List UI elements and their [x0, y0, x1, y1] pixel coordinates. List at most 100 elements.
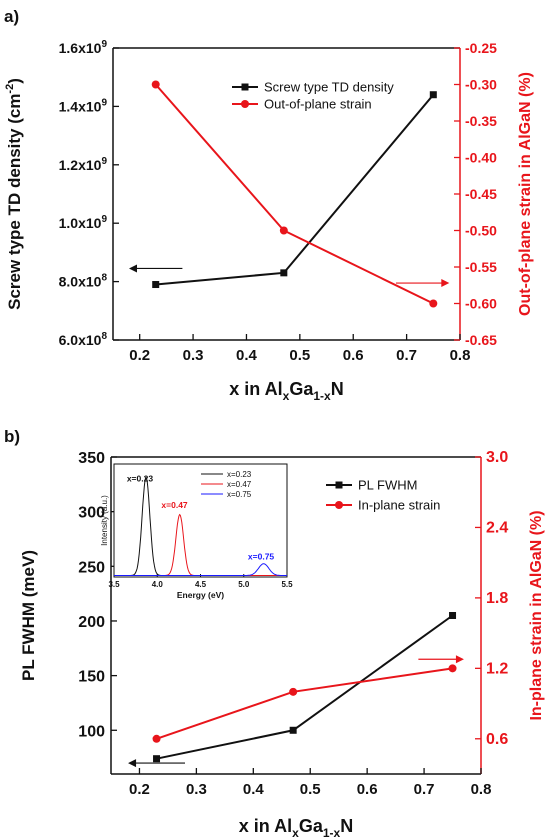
right-y-tick-label: -0.60 — [465, 296, 497, 312]
panel-label: b) — [4, 427, 20, 446]
tick-exponent: 9 — [101, 156, 107, 167]
tick-exponent: 9 — [101, 214, 107, 225]
left-y-tick-label: 100 — [78, 723, 105, 740]
inset-x-tick-label: 3.5 — [108, 580, 120, 589]
left-y-tick-label: 6.0x108 — [59, 331, 108, 348]
left-y-tick-label: 350 — [78, 450, 105, 467]
tick-mantissa: 1.4x10 — [59, 98, 102, 114]
legend-marker-circle — [241, 100, 249, 108]
x-tick-label: 0.4 — [243, 781, 265, 798]
left-y-tick-label: 1.0x109 — [59, 214, 108, 231]
right-y-tick-label: -0.35 — [465, 113, 497, 129]
right-y-tick-label: 3.0 — [486, 449, 508, 466]
x-tick-label: 0.7 — [414, 781, 435, 798]
x-tick-label: 0.5 — [300, 781, 321, 798]
right-y-tick-label: 0.6 — [486, 731, 508, 748]
y-label-text: Screw type TD density (cm — [5, 94, 24, 310]
legend-label: Screw type TD density — [264, 80, 394, 95]
x-label-sub: 1-x — [323, 826, 341, 838]
panel-b-chart: b) 0.2 0.3 0.4 0.5 0.6 0.7 0.8 100 150 200 250 300 35… — [4, 427, 545, 838]
series-line-red — [156, 667, 453, 740]
right-y-tick-label: 1.2 — [486, 660, 508, 677]
right-y-tick-label: -0.50 — [465, 223, 497, 239]
inset-peak-label: x=0.47 — [161, 500, 188, 510]
x-label-text: N — [340, 816, 353, 836]
inset-y-axis-label: Intensity (a.u.) — [100, 495, 109, 546]
inset-chart: 3.5 4.0 4.5 5.0 5.5 Energy (eV) Intensity (a.u… — [100, 463, 293, 600]
legend-marker-circle — [335, 501, 343, 509]
right-y-tick-label: 1.8 — [486, 590, 508, 607]
tick-mantissa: 1.6x10 — [59, 40, 102, 56]
y-label-text: ) — [5, 78, 24, 84]
inset-legend-label: x=0.47 — [227, 480, 252, 489]
x-label-text: Ga — [299, 816, 324, 836]
x-label-text: x in Al — [239, 816, 292, 836]
data-point-circle — [429, 299, 438, 308]
tick-mantissa: 8.0x10 — [59, 274, 102, 290]
x-tick-label: 0.2 — [129, 781, 150, 798]
inset-x-tick-label: 5.5 — [281, 580, 293, 589]
data-point-square — [289, 726, 297, 734]
data-point-square — [449, 612, 457, 619]
inset-legend-label: x=0.23 — [227, 470, 252, 479]
inset-x-tick-label: 4.0 — [152, 580, 164, 589]
inset-legend-label: x=0.75 — [227, 490, 252, 499]
x-label-sub: x — [283, 389, 290, 403]
left-y-tick-label: 300 — [78, 505, 105, 522]
tick-exponent: 8 — [101, 331, 107, 342]
right-y-tick-label: 2.4 — [486, 519, 508, 536]
right-y-tick-label: -0.65 — [465, 332, 497, 348]
x-label-sub: x — [292, 826, 299, 838]
right-y-tick-label: -0.45 — [465, 186, 497, 202]
tick-mantissa: 6.0x10 — [59, 332, 102, 348]
tick-exponent: 8 — [101, 273, 107, 284]
x-tick-label: 0.7 — [396, 347, 417, 364]
inset-x-tick-label: 5.0 — [238, 580, 250, 589]
tick-exponent: 9 — [101, 97, 107, 108]
arrow-head — [128, 759, 137, 768]
tick-mantissa: 1.0x10 — [59, 215, 102, 231]
tick-mantissa: 1.2x10 — [59, 157, 102, 173]
y-label-sup: -2 — [4, 84, 16, 94]
x-tick-label: 0.6 — [357, 781, 378, 798]
legend-label: PL FWHM — [358, 478, 417, 493]
left-y-tick-label: 1.6x109 — [59, 39, 108, 56]
left-y-tick-label: 1.4x109 — [59, 97, 108, 114]
right-y-axis-label: In-plane strain in AlGaN (%) — [528, 510, 545, 720]
data-point-circle — [289, 687, 298, 696]
data-point-circle — [279, 226, 288, 235]
data-point-circle — [152, 734, 161, 743]
x-tick-label: 0.3 — [186, 781, 207, 798]
inset-spectrum-line — [114, 563, 287, 576]
data-point-square — [153, 755, 161, 763]
legend-marker-square — [241, 83, 249, 91]
right-y-tick-label: -0.30 — [465, 77, 497, 93]
left-y-tick-label: 1.2x109 — [59, 156, 108, 173]
series-line-black — [155, 94, 435, 286]
arrow-head — [455, 655, 464, 664]
x-tick-label: 0.6 — [343, 347, 364, 364]
left-y-axis-label: PL FWHM (meV) — [19, 550, 38, 681]
inset-peak-label: x=0.23 — [127, 474, 154, 484]
data-point-circle — [151, 80, 160, 89]
inset-x-tick-label: 4.5 — [195, 580, 207, 589]
left-y-tick-label: 250 — [78, 559, 105, 576]
tick-exponent: 9 — [101, 39, 107, 50]
legend-label: In-plane strain — [358, 498, 440, 513]
x-label-text: N — [331, 379, 344, 399]
arrow-head — [129, 264, 138, 273]
panel-a-chart: a)0.2 0.3 0.4 0.5 0.6 0.7 0.86.0x1088.0x1081.0… — [4, 7, 534, 403]
x-axis-label: x in AlxGa1-xN — [229, 379, 343, 403]
data-point-square — [280, 269, 288, 277]
series-line-red — [154, 83, 434, 305]
right-y-axis-label: Out-of-plane strain in AlGaN (%) — [517, 72, 534, 316]
x-axis-label: x in AlxGa1-xN — [239, 816, 353, 838]
x-tick-label: 0.5 — [289, 347, 310, 364]
x-label-text: x in Al — [229, 379, 282, 399]
left-y-tick-label: 8.0x108 — [59, 273, 108, 290]
legend-marker-square — [335, 481, 343, 489]
x-tick-label: 0.8 — [450, 347, 471, 364]
x-tick-label: 0.3 — [183, 347, 204, 364]
right-y-tick-label: -0.55 — [465, 259, 497, 275]
